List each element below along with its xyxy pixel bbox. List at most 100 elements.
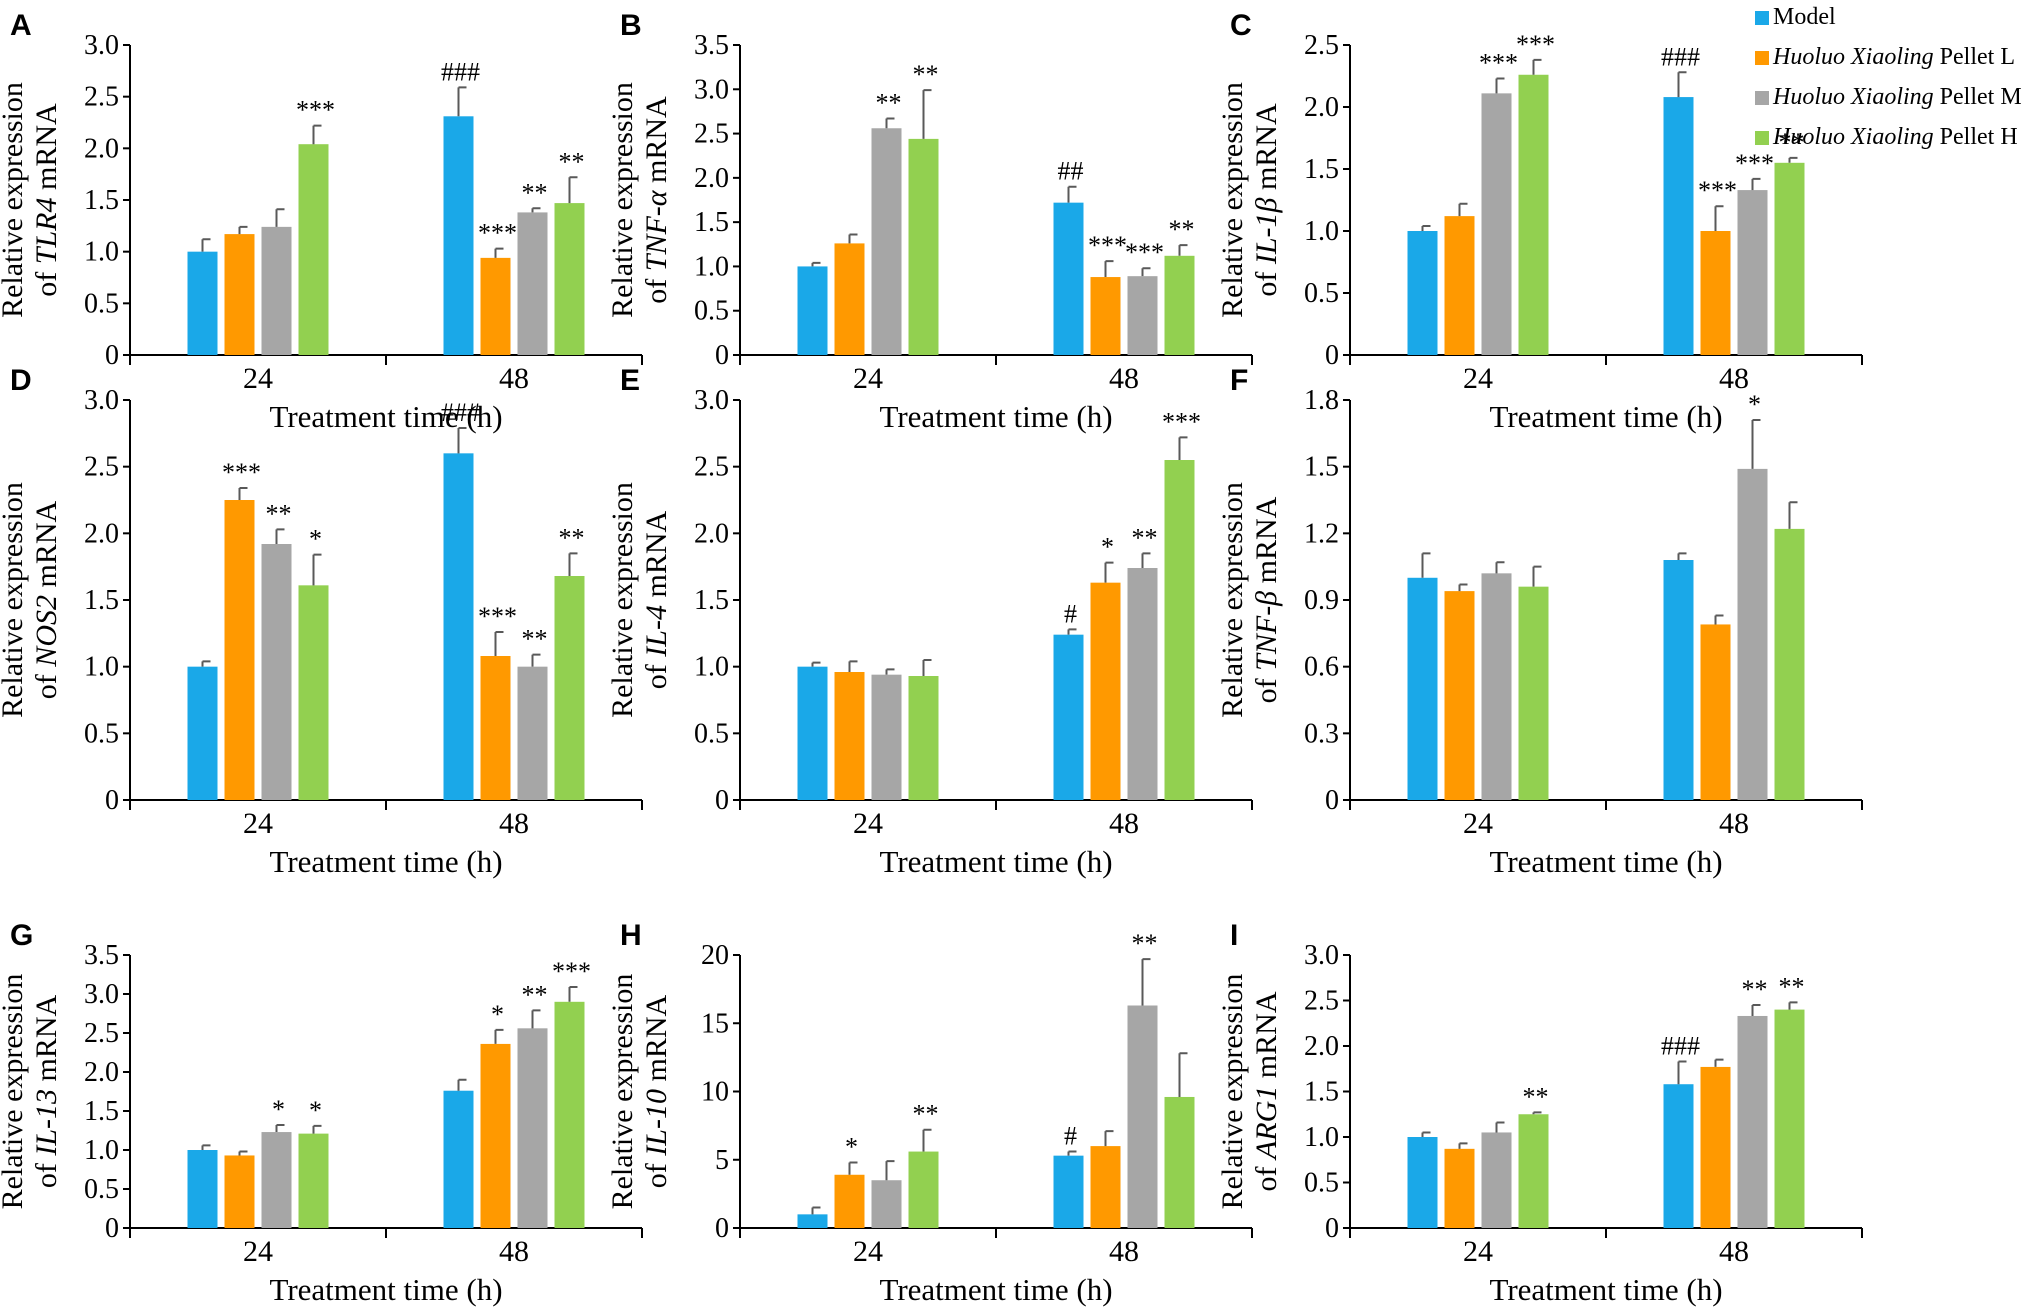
panel-b: B 0 0.5 1.0 1.5 2.0 2.5 3.0 3.5 24 48 Treatment tim…: [606, 9, 1253, 434]
x-axis-label: Treatment time (h): [879, 399, 1112, 434]
error-bar: [275, 208, 285, 227]
significance-label: **: [913, 1100, 939, 1129]
y-tick-label: 1.0: [694, 652, 729, 683]
error-bar: [885, 117, 895, 129]
y-tick-label: 1.5: [1304, 154, 1339, 185]
y-axis-label-line2: of TLR4 mRNA: [30, 103, 63, 297]
x-axis-label: Treatment time (h): [1489, 1272, 1722, 1307]
y-axis-label-line1: Relative expression: [0, 974, 29, 1210]
significance-label: ***: [552, 957, 591, 986]
error-bar: [1532, 565, 1542, 587]
y-tick-label: 2.5: [694, 119, 729, 150]
significance-label: #: [1064, 599, 1077, 628]
error-bar: [885, 1160, 895, 1181]
significance-label: ***: [296, 96, 335, 125]
error-bar: [457, 427, 467, 454]
error-bar: [531, 653, 541, 667]
legend-entry-1: Huoluo Xiaoling Pellet L: [1772, 44, 2015, 70]
error-bar: [1178, 244, 1188, 256]
y-tick-label: 1.0: [84, 652, 119, 683]
legend-swatch-1: [1755, 51, 1769, 65]
bar: [871, 128, 902, 355]
x-category-label: 48: [1109, 362, 1139, 395]
x-category-label: 48: [1109, 1235, 1139, 1268]
bar: [1164, 255, 1195, 355]
error-bar: [531, 1009, 541, 1029]
y-tick-label: 0.5: [84, 718, 119, 749]
x-category-label: 48: [499, 362, 529, 395]
y-tick-label: 1.5: [84, 185, 119, 216]
significance-label: **: [522, 980, 548, 1009]
error-bar: [1067, 185, 1077, 203]
y-tick-label: 3.0: [1304, 940, 1339, 971]
x-axis-label: Treatment time (h): [879, 844, 1112, 879]
y-tick-label: 0: [105, 785, 119, 816]
y-tick-label: 0: [105, 340, 119, 371]
error-bar: [1788, 501, 1798, 529]
significance-label: **: [559, 523, 585, 552]
bar: [1518, 74, 1549, 355]
y-tick-label: 2.0: [1304, 92, 1339, 123]
bar: [1737, 190, 1768, 355]
bar: [480, 1043, 511, 1228]
y-axis-label-line1: Relative expression: [1216, 482, 1249, 718]
bar: [1481, 93, 1512, 356]
panel-f: F 0 0.3 0.6 0.9 1.2 1.5 1.8 24 48 Treatment time (…: [1216, 364, 1863, 879]
error-bar: [1141, 958, 1151, 1006]
bar: [298, 1133, 329, 1228]
y-tick-label: 1.5: [1304, 452, 1339, 483]
x-category-label: 48: [499, 807, 529, 840]
bar: [871, 674, 902, 800]
x-category-label: 24: [243, 807, 273, 840]
significance-label: ###: [1661, 42, 1700, 71]
error-bar: [568, 176, 578, 204]
y-tick-label: 0.5: [694, 718, 729, 749]
bar: [1663, 97, 1694, 355]
panel-h: H 0 5 10 15 20 24 48 Treatment time (h) Relative …: [606, 919, 1253, 1307]
error-bar: [531, 207, 541, 213]
y-tick-label: 0: [1325, 340, 1339, 371]
y-tick-label: 0.6: [1304, 652, 1339, 683]
bar: [1090, 582, 1121, 800]
y-tick-label: 2.5: [84, 82, 119, 113]
bar: [1518, 586, 1549, 800]
error-bar: [1458, 1142, 1468, 1149]
y-tick-label: 15: [701, 1008, 729, 1039]
significance-label: ***: [222, 458, 261, 487]
error-bar: [312, 1124, 322, 1134]
error-bar: [1458, 202, 1468, 217]
bar: [517, 666, 548, 800]
panel-letter: G: [10, 919, 33, 952]
bar: [1700, 1066, 1731, 1228]
y-tick-label: 1.0: [84, 1135, 119, 1166]
significance-label: ***: [478, 219, 517, 248]
y-axis-label-line1: Relative expression: [0, 482, 29, 718]
significance-label: *: [309, 525, 322, 554]
significance-label: ***: [1735, 149, 1774, 178]
error-bar: [1421, 552, 1431, 578]
y-tick-label: 20: [701, 940, 729, 971]
y-tick-label: 0.9: [1304, 585, 1339, 616]
y-axis-label-line1: Relative expression: [1216, 974, 1249, 1210]
panel-letter: E: [620, 364, 640, 397]
error-bar: [1751, 419, 1761, 469]
significance-label: *: [1748, 390, 1761, 419]
significance-label: **: [1779, 972, 1805, 1001]
panel-letter: C: [1230, 9, 1252, 42]
x-axis-label: Treatment time (h): [269, 844, 502, 879]
y-tick-label: 2.0: [84, 518, 119, 549]
error-bar: [1458, 583, 1468, 592]
error-bar: [1495, 1121, 1505, 1133]
y-tick-label: 3.0: [84, 385, 119, 416]
x-category-label: 24: [853, 1235, 883, 1268]
error-bar: [1495, 77, 1505, 94]
panel-letter: B: [620, 9, 642, 42]
bar: [224, 234, 255, 355]
y-tick-label: 2.5: [1304, 30, 1339, 61]
significance-label: *: [845, 1132, 858, 1161]
error-bar: [1788, 1001, 1798, 1010]
y-axis-label-line1: Relative expression: [0, 82, 29, 318]
x-category-label: 24: [1463, 1235, 1493, 1268]
bar: [834, 672, 865, 800]
